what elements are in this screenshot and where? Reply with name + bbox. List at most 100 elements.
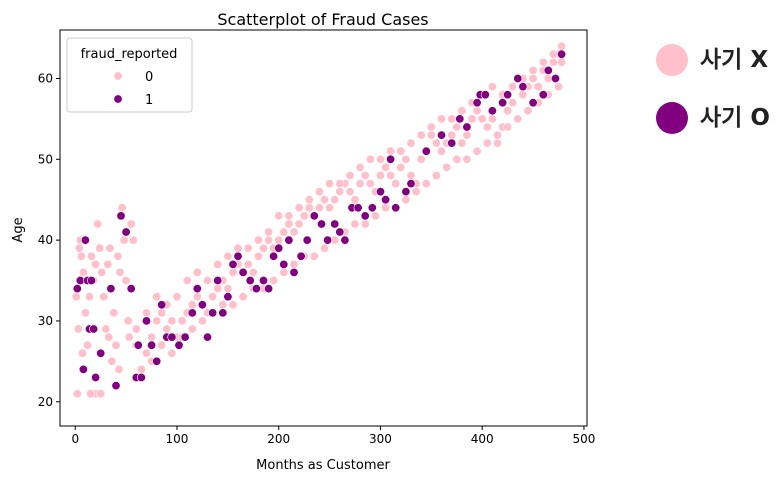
data-point-fraud-0	[467, 114, 477, 124]
data-point-fraud-0	[192, 267, 202, 277]
data-point-fraud-1	[289, 267, 299, 277]
data-point-fraud-1	[518, 82, 528, 92]
data-point-fraud-1	[180, 332, 190, 342]
data-point-fraud-0	[548, 49, 558, 59]
data-point-fraud-1	[116, 211, 126, 221]
data-point-fraud-0	[162, 324, 172, 334]
data-point-fraud-1	[251, 284, 261, 294]
data-point-fraud-0	[492, 130, 502, 140]
data-point-fraud-1	[72, 284, 82, 294]
data-point-fraud-0	[365, 154, 375, 164]
data-point-fraud-0	[557, 57, 567, 67]
data-point-fraud-0	[96, 389, 106, 399]
data-point-fraud-0	[213, 284, 223, 294]
data-point-fraud-0	[325, 179, 335, 189]
data-point-fraud-0	[223, 284, 233, 294]
data-point-fraud-0	[279, 227, 289, 237]
data-point-fraud-1	[87, 275, 97, 285]
data-point-fraud-0	[80, 308, 90, 318]
legend-label-0: 0	[145, 70, 153, 85]
data-point-fraud-0	[83, 340, 93, 350]
data-point-fraud-1	[316, 219, 326, 229]
data-point-fraud-0	[309, 251, 319, 261]
data-point-fraud-0	[330, 195, 340, 205]
data-point-fraud-1	[480, 90, 490, 100]
data-point-fraud-0	[71, 292, 81, 302]
data-point-fraud-0	[258, 243, 268, 253]
y-axis: 20 30 40 50 60	[38, 71, 60, 409]
data-point-fraud-1	[421, 146, 431, 156]
data-point-fraud-0	[187, 324, 197, 334]
data-point-fraud-0	[557, 41, 567, 51]
x-tick-label: 500	[572, 432, 595, 446]
data-point-fraud-1	[78, 364, 88, 374]
legend-marker-0	[113, 71, 123, 81]
data-point-fraud-0	[294, 219, 304, 229]
data-point-fraud-1	[228, 259, 238, 269]
side-legend-label-fraud: 사기 O	[700, 105, 770, 131]
data-point-fraud-0	[289, 259, 299, 269]
data-point-fraud-0	[104, 332, 114, 342]
legend-label-1: 1	[145, 93, 153, 108]
data-point-fraud-0	[228, 300, 238, 310]
data-point-fraud-0	[431, 171, 441, 181]
data-point-fraud-0	[203, 275, 213, 285]
data-point-fraud-0	[76, 251, 86, 261]
data-point-fraud-1	[302, 235, 312, 245]
data-point-fraud-0	[406, 171, 416, 181]
data-point-fraud-0	[197, 316, 207, 326]
data-point-fraud-1	[133, 340, 143, 350]
data-point-fraud-1	[197, 300, 207, 310]
data-point-fraud-1	[96, 348, 106, 358]
data-point-fraud-0	[508, 82, 518, 92]
data-point-fraud-0	[442, 162, 452, 172]
data-point-fraud-0	[264, 235, 274, 245]
data-point-fraud-1	[213, 275, 223, 285]
data-point-fraud-0	[284, 219, 294, 229]
data-point-fraud-1	[203, 332, 213, 342]
data-point-fraud-0	[431, 138, 441, 148]
data-point-fraud-0	[121, 275, 131, 285]
data-point-fraud-1	[498, 98, 508, 108]
data-point-fraud-0	[274, 235, 284, 245]
legend: fraud_reported 0 1	[66, 37, 193, 113]
data-point-fraud-0	[279, 267, 289, 277]
y-tick-label: 60	[38, 71, 53, 85]
data-point-fraud-1	[106, 284, 116, 294]
data-point-fraud-1	[157, 300, 167, 310]
data-point-fraud-0	[208, 292, 218, 302]
x-tick-label: 400	[471, 432, 494, 446]
data-point-fraud-0	[553, 82, 563, 92]
data-point-fraud-0	[411, 187, 421, 197]
data-point-fraud-0	[355, 179, 365, 189]
data-point-fraud-0	[111, 340, 121, 350]
data-point-fraud-1	[503, 90, 513, 100]
y-tick-label: 40	[38, 233, 53, 247]
data-point-fraud-0	[264, 227, 274, 237]
data-point-fraud-0	[350, 219, 360, 229]
data-point-fraud-1	[111, 381, 121, 391]
data-point-fraud-0	[157, 308, 167, 318]
data-point-fraud-1	[233, 251, 243, 261]
data-point-fraud-0	[93, 219, 103, 229]
data-point-fraud-0	[103, 259, 113, 269]
legend-title: fraud_reported	[81, 47, 178, 62]
data-point-fraud-0	[503, 122, 513, 132]
data-point-fraud-0	[77, 348, 87, 358]
data-point-fraud-1	[406, 179, 416, 189]
data-point-fraud-0	[289, 227, 299, 237]
data-point-fraud-0	[335, 187, 345, 197]
plot-points	[71, 41, 567, 399]
data-point-fraud-0	[538, 57, 548, 67]
data-point-fraud-0	[421, 179, 431, 189]
data-point-fraud-1	[381, 195, 391, 205]
data-point-fraud-1	[284, 235, 294, 245]
data-point-fraud-0	[213, 259, 223, 269]
data-point-fraud-1	[391, 203, 401, 213]
data-point-fraud-0	[253, 235, 263, 245]
data-point-fraud-0	[513, 114, 523, 124]
data-point-fraud-0	[97, 267, 107, 277]
data-point-fraud-0	[107, 356, 117, 366]
data-point-fraud-0	[401, 154, 411, 164]
